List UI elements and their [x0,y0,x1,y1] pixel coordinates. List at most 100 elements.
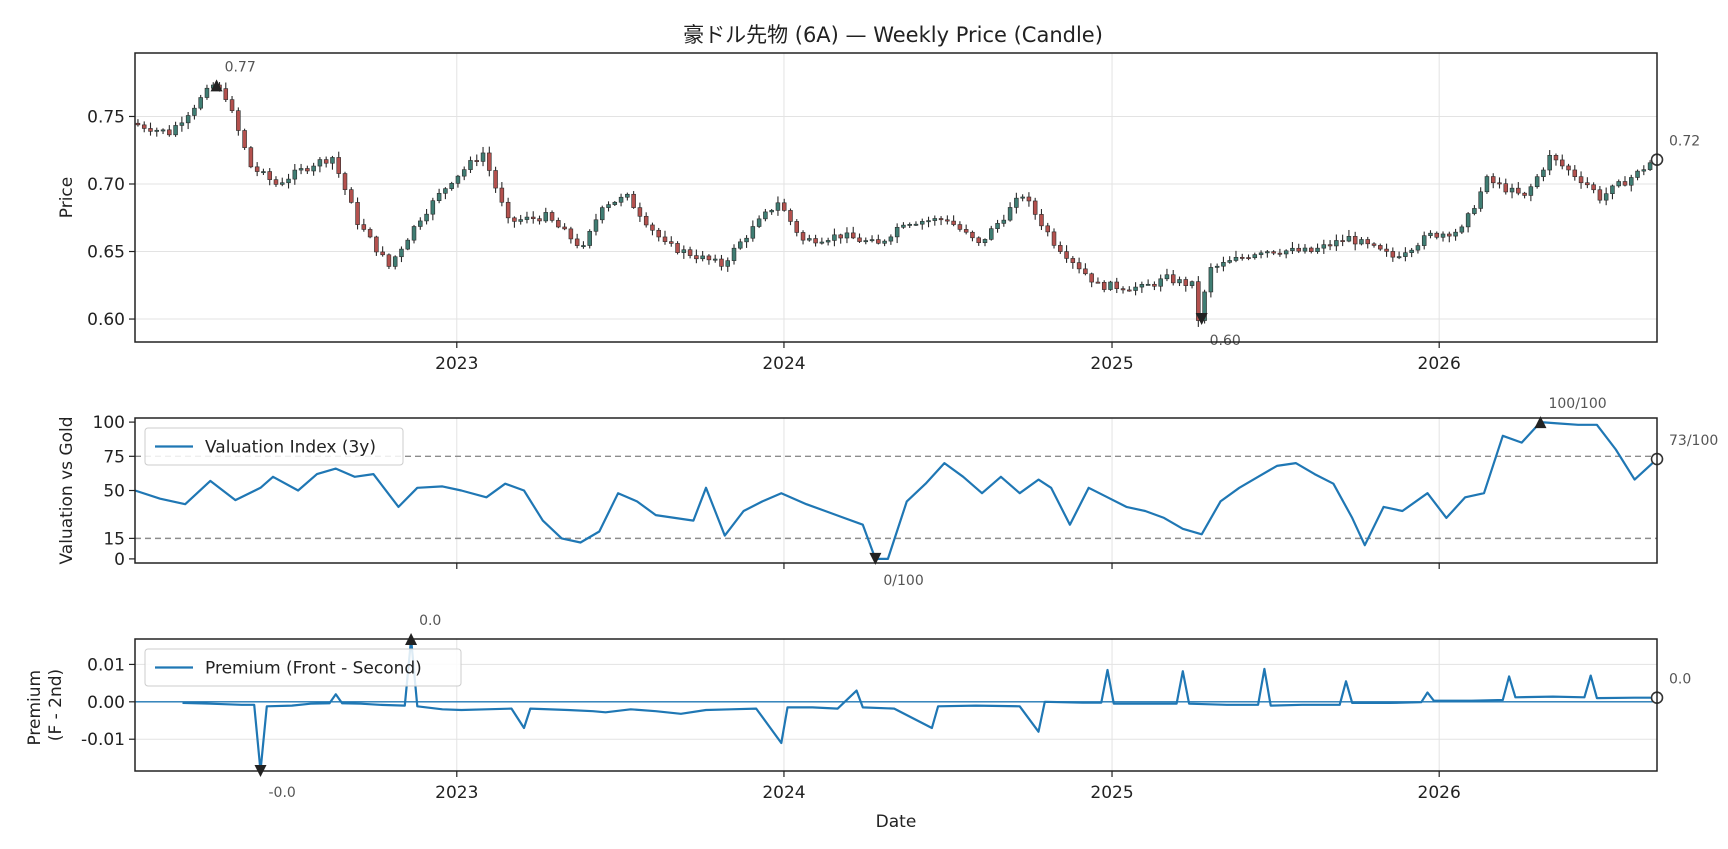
candle [543,207,549,223]
candle [1578,171,1584,189]
candle-body [267,171,272,180]
candle [1240,253,1245,261]
premium-y-ticks: -0.01 0.00 0.01 [81,655,135,750]
candle-body [1641,169,1647,172]
candle [192,104,197,120]
candle [1183,276,1189,292]
candle [1603,187,1609,206]
candle-body [1290,247,1295,252]
candle [336,151,341,178]
candle [273,176,279,187]
chart-title: 豪ドル先物 (6A) — Weekly Price (Candle) [683,23,1103,47]
price-candles [135,82,1659,327]
candle [1277,248,1283,257]
candle-body [574,238,580,246]
candle [173,121,178,137]
candle-body [543,212,549,222]
candle [825,237,831,246]
candle-body [1208,267,1214,293]
x-tick-label: 2025 [1090,783,1133,803]
candle-body [800,232,806,241]
candle [1246,254,1251,261]
candle [1516,182,1521,196]
candle-body [869,239,875,242]
candle-body [945,219,950,222]
premium-annotations: 0.0 -0.0 0.0 [254,613,1691,801]
candle-body [1271,251,1276,254]
candle-body [1509,187,1515,193]
candle-body [1365,239,1370,245]
candle [731,244,737,265]
candle [1007,202,1013,222]
candle-body [1541,169,1546,177]
annotation-label: 0.77 [225,59,256,75]
candle [1497,177,1502,189]
candle [1309,246,1314,254]
candle [581,241,586,249]
candle-body [1108,281,1113,290]
candle [198,94,203,111]
candle-body [989,228,994,240]
candle-body [1315,247,1320,252]
candle [750,220,756,242]
candle-body [656,229,661,238]
candle-body [1196,281,1201,321]
candle-body [173,125,178,136]
candle-body [970,231,975,239]
candle-body [355,202,360,225]
candle-body [807,238,812,241]
candle [612,201,618,206]
candle-body [1089,273,1094,283]
candle [1058,241,1063,254]
candle-body [1076,262,1082,270]
candle [449,181,454,191]
candle [1447,231,1452,243]
annotation-label: 0.0 [419,613,441,629]
candle [832,228,837,247]
candle-body [374,236,379,253]
x-tick-label: 2024 [762,354,805,374]
candle-body [600,207,605,221]
candle-body [424,213,429,222]
candle [1083,263,1088,276]
candle [1120,286,1126,294]
candle [756,215,762,229]
candle [982,238,988,247]
candle-body [832,234,837,241]
candle [1095,277,1101,284]
candle [976,236,981,246]
max-marker [210,79,223,92]
candle-body [242,130,247,148]
min-marker [869,552,882,565]
candle-body [995,223,1000,229]
candle [600,205,605,224]
candle-body [436,193,442,201]
candle-body [1572,169,1578,177]
y-tick-label: 15 [103,529,125,549]
candle [725,257,730,272]
premium-axes-frame [134,638,1658,772]
candle [788,208,793,226]
candle-body [650,224,655,231]
candle-body [1334,240,1339,247]
candle [242,128,247,150]
candle [888,234,894,245]
candle [323,156,329,168]
annotation-label: 100/100 [1548,396,1606,412]
candle-body [1277,252,1283,255]
candle [461,166,467,181]
candle [1553,153,1559,166]
candle-body [775,202,781,211]
candle-body [938,218,944,221]
candle-body [857,237,862,242]
candle-body [349,189,354,203]
candle-body [982,239,988,243]
candle [719,254,724,271]
candle [1032,197,1038,220]
candle-body [1114,281,1120,289]
candle-body [750,226,756,239]
candle [1396,251,1402,260]
candle-body [1352,236,1358,245]
candle [430,197,436,221]
